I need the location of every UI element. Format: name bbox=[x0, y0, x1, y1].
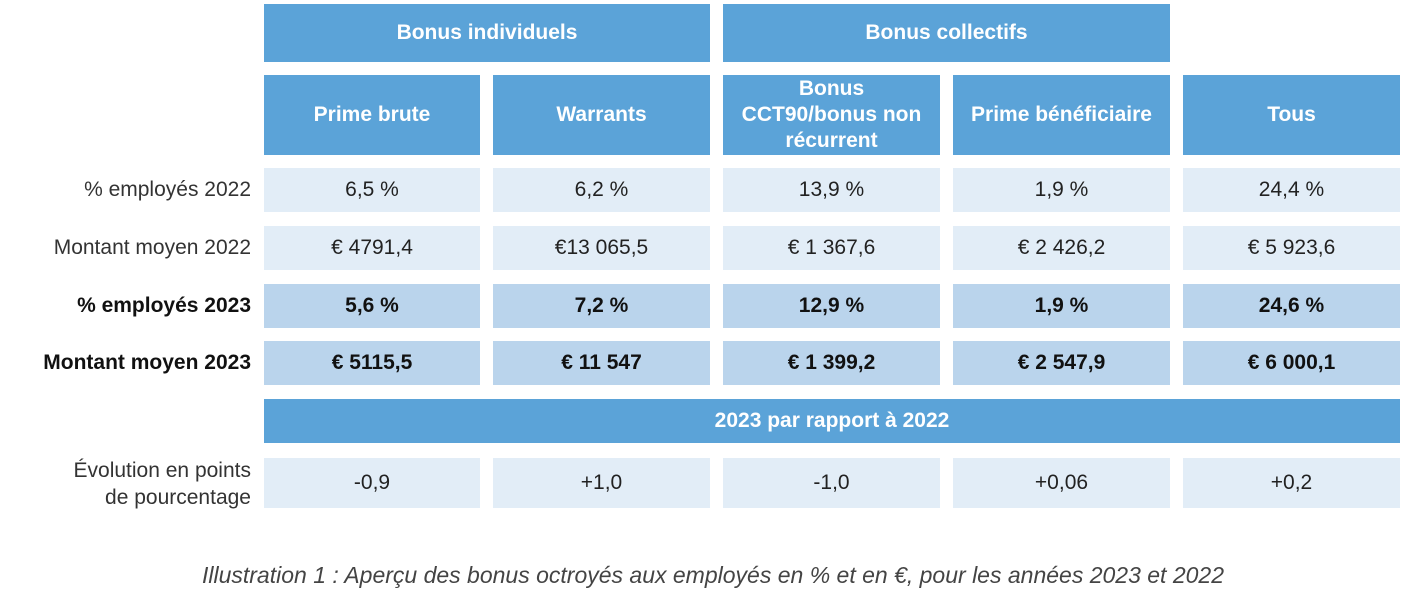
row-label: Montant moyen 2023 bbox=[43, 351, 251, 375]
figure-caption: Illustration 1 : Aperçu des bonus octroy… bbox=[201, 562, 1225, 588]
row-label: Montant moyen 2022 bbox=[53, 236, 251, 260]
table-cell: 24,6 % bbox=[1183, 284, 1400, 328]
column-header-tous: Tous bbox=[1183, 75, 1400, 155]
group-header-individual: Bonus individuels bbox=[264, 4, 710, 62]
table-cell: € 5115,5 bbox=[264, 341, 480, 385]
column-header-warrants: Warrants bbox=[493, 75, 710, 155]
table-cell: 12,9 % bbox=[723, 284, 940, 328]
table-cell: 5,6 % bbox=[264, 284, 480, 328]
table-cell: €13 065,5 bbox=[493, 226, 710, 270]
table-cell: € 5 923,6 bbox=[1183, 226, 1400, 270]
table-cell: 7,2 % bbox=[493, 284, 710, 328]
evolution-cell: +1,0 bbox=[493, 458, 710, 508]
evolution-cell: -1,0 bbox=[723, 458, 940, 508]
table-cell: € 4791,4 bbox=[264, 226, 480, 270]
comparison-header: 2023 par rapport à 2022 bbox=[264, 399, 1400, 443]
table-cell: € 1 399,2 bbox=[723, 341, 940, 385]
table-cell: 13,9 % bbox=[723, 168, 940, 212]
table-cell: 24,4 % bbox=[1183, 168, 1400, 212]
table-cell: € 6 000,1 bbox=[1183, 341, 1400, 385]
table-cell: € 2 426,2 bbox=[953, 226, 1170, 270]
table-cell: 1,9 % bbox=[953, 168, 1170, 212]
table-cell: € 1 367,6 bbox=[723, 226, 940, 270]
table-cell: 6,2 % bbox=[493, 168, 710, 212]
row-label: % employés 2022 bbox=[84, 178, 251, 202]
evolution-label: Évolution en points de pourcentage bbox=[73, 458, 251, 509]
evolution-cell: +0,2 bbox=[1183, 458, 1400, 508]
row-label: % employés 2023 bbox=[77, 294, 251, 318]
evolution-cell: -0,9 bbox=[264, 458, 480, 508]
table-cell: € 11 547 bbox=[493, 341, 710, 385]
table-cell: 6,5 % bbox=[264, 168, 480, 212]
table-cell: 1,9 % bbox=[953, 284, 1170, 328]
column-header-prime-beneficiaire: Prime bénéficiaire bbox=[953, 75, 1170, 155]
evolution-cell: +0,06 bbox=[953, 458, 1170, 508]
column-header-bonus-cct90: Bonus CCT90/bonus non récurrent bbox=[723, 75, 940, 155]
table-cell: € 2 547,9 bbox=[953, 341, 1170, 385]
group-header-collective: Bonus collectifs bbox=[723, 4, 1170, 62]
column-header-prime-brute: Prime brute bbox=[264, 75, 480, 155]
